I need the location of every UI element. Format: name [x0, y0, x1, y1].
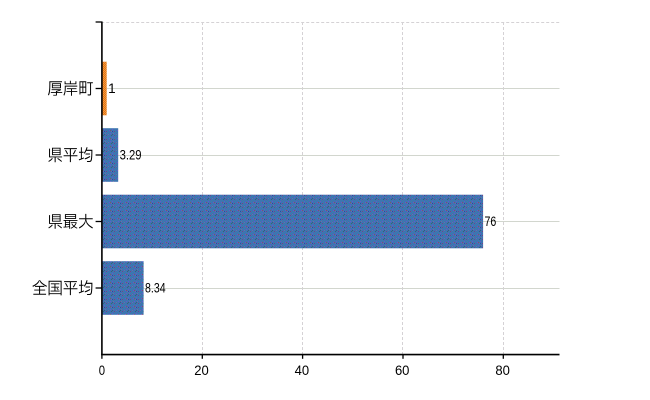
svg-text:8.34: 8.34 — [145, 281, 166, 296]
svg-text:3.29: 3.29 — [120, 148, 142, 163]
svg-text:60: 60 — [395, 362, 410, 378]
svg-text:20: 20 — [194, 362, 209, 378]
svg-text:40: 40 — [295, 362, 310, 378]
svg-text:80: 80 — [495, 362, 510, 378]
svg-text:1: 1 — [108, 81, 116, 96]
svg-text:0: 0 — [99, 362, 105, 378]
svg-text:76: 76 — [485, 214, 497, 229]
